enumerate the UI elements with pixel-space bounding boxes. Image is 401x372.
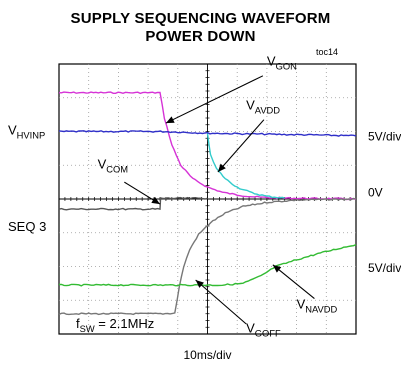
scale-label: 5V/div	[368, 130, 401, 144]
x-axis-label: 10ms/div	[183, 348, 231, 362]
chart-title: SUPPLY SEQUENCING WAVEFORM	[70, 10, 331, 27]
scale-label: 0V	[368, 185, 383, 199]
series-vhvinp	[58, 130, 357, 137]
annotation-fsw: fSW = 2.1MHz	[76, 316, 154, 334]
traces	[58, 91, 357, 316]
scale-label: 5V/div	[368, 261, 401, 275]
arrow-vnavdd-head	[272, 264, 282, 273]
series-vnavdd	[58, 243, 357, 287]
arrow-vavdd	[217, 119, 265, 173]
label-vavdd: VAVDD	[246, 98, 280, 116]
arrow-vgoff-head	[195, 280, 204, 288]
arrow-vgon-head	[165, 116, 175, 124]
channel-label-hvinp: VHVINP	[8, 123, 45, 141]
labels: VGON VAVDD VCOM VNAVDD VGOFF VHVINP SEQ 3 5V/di…	[8, 54, 401, 362]
arrow-vgoff	[195, 279, 247, 325]
label-vgoff: VGOFF	[246, 320, 281, 338]
label-vgon: VGON	[267, 54, 297, 72]
chart-subtitle: POWER DOWN	[145, 28, 256, 45]
arrow-vavdd-head	[217, 163, 226, 172]
label-vcom: VCOM	[98, 157, 129, 175]
series-vcom	[58, 196, 208, 211]
series-vavdd	[206, 133, 285, 199]
arrow-vgon	[165, 75, 264, 124]
series-vgon	[58, 91, 356, 201]
arrow-vnavdd	[272, 264, 315, 299]
label-vnavdd: VNAVDD	[297, 297, 338, 315]
channel-label-seq3: SEQ 3	[8, 219, 46, 234]
arrow-vcom-head	[151, 196, 160, 205]
figure-tag: toc14	[316, 47, 339, 57]
label-arrows	[124, 75, 315, 325]
series-vgoff	[58, 197, 357, 316]
